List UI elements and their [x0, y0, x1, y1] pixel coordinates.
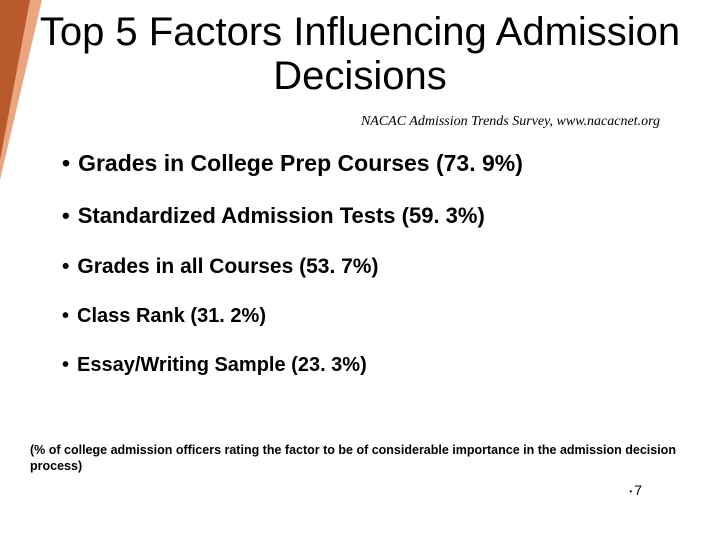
factor-text: Essay/Writing Sample (23. 3%) — [77, 354, 367, 377]
bullet-icon: • — [62, 255, 69, 279]
factor-text: Grades in all Courses (53. 7%) — [77, 255, 378, 279]
bullet-icon: • — [629, 487, 632, 496]
bullet-icon: • — [62, 305, 69, 328]
list-item: • Class Rank (31. 2%) — [62, 305, 662, 328]
list-item: • Grades in College Prep Courses (73. 9%… — [62, 150, 662, 177]
slide-title: Top 5 Factors Influencing Admission Deci… — [0, 10, 720, 98]
slide-subtitle: NACAC Admission Trends Survey, www.nacac… — [361, 114, 660, 130]
bullet-icon: • — [62, 150, 70, 177]
page-number: •7 — [629, 482, 642, 498]
page-number-value: 7 — [634, 482, 642, 498]
list-item: • Essay/Writing Sample (23. 3%) — [62, 354, 662, 377]
list-item: • Standardized Admission Tests (59. 3%) — [62, 203, 662, 229]
bullet-icon: • — [62, 203, 70, 229]
footnote: (% of college admission officers rating … — [30, 442, 705, 475]
factor-text: Grades in College Prep Courses (73. 9%) — [78, 150, 523, 177]
list-item: • Grades in all Courses (53. 7%) — [62, 255, 662, 279]
factors-list: • Grades in College Prep Courses (73. 9%… — [62, 150, 662, 399]
bullet-icon: • — [62, 354, 69, 377]
factor-text: Standardized Admission Tests (59. 3%) — [78, 203, 485, 229]
factor-text: Class Rank (31. 2%) — [77, 305, 266, 328]
